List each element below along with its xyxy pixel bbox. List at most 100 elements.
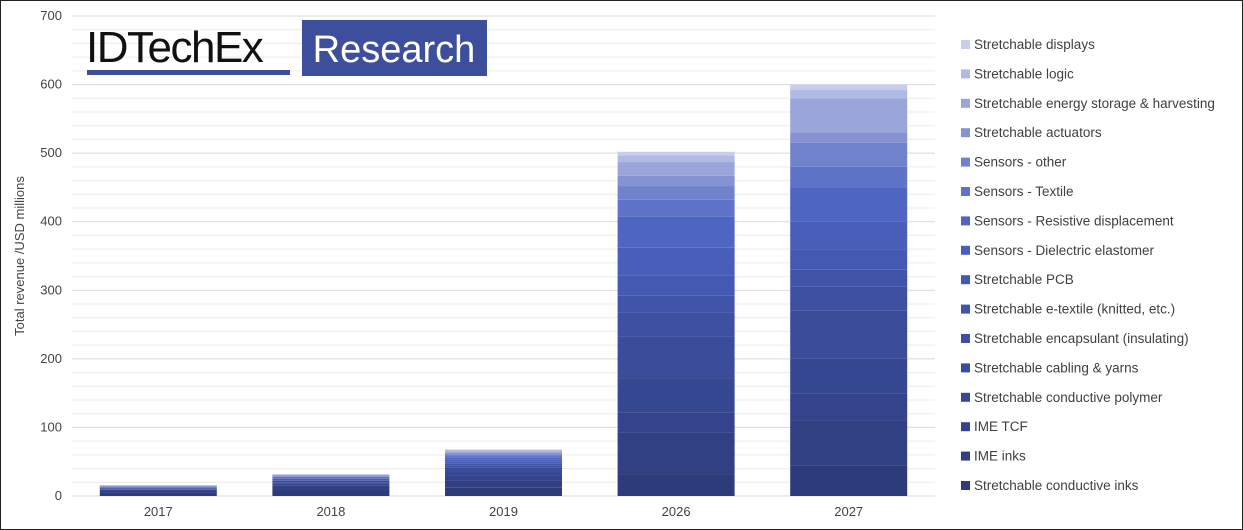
logo-underline bbox=[87, 70, 290, 75]
legend-label: Sensors - Dielectric elastomer bbox=[974, 243, 1155, 258]
bar-segment bbox=[272, 479, 390, 481]
bar-segment bbox=[790, 393, 908, 421]
y-tick-label: 700 bbox=[40, 8, 62, 23]
bar-segment bbox=[790, 310, 908, 359]
bar-segment bbox=[617, 216, 735, 248]
bar-segment bbox=[617, 295, 735, 313]
legend-swatch bbox=[961, 98, 970, 108]
bar-segment bbox=[445, 472, 562, 476]
legend-label: Stretchable actuators bbox=[974, 125, 1102, 140]
bar-segment bbox=[445, 455, 562, 458]
bar-segment bbox=[790, 187, 908, 222]
legend-swatch bbox=[961, 187, 970, 196]
bar-segment bbox=[790, 221, 908, 250]
legend-swatch bbox=[961, 451, 970, 461]
y-axis-ticks: 0 100 200 300 400 500 600 700 bbox=[40, 8, 62, 503]
bar-segment bbox=[790, 420, 908, 466]
bar-segment bbox=[790, 166, 908, 188]
bar-segment bbox=[617, 275, 735, 296]
bar-segment bbox=[617, 151, 735, 156]
bar-segment bbox=[617, 199, 735, 217]
legend-swatch bbox=[961, 216, 970, 226]
legend-label: Stretchable encapsulant (insulating) bbox=[974, 331, 1189, 346]
x-tick-label: 2018 bbox=[316, 504, 345, 519]
x-tick-label: 2017 bbox=[144, 504, 173, 519]
bar-segment bbox=[617, 155, 735, 163]
legend-swatch bbox=[961, 334, 970, 343]
legend-label: Stretchable displays bbox=[974, 37, 1095, 52]
bar-segment bbox=[272, 478, 390, 480]
idtechex-logo: IDTechEx Research bbox=[86, 20, 487, 76]
legend-label: Sensors - other bbox=[974, 155, 1067, 170]
bar-segment bbox=[617, 378, 735, 413]
bar-segment bbox=[790, 465, 908, 496]
bar-segment bbox=[790, 269, 908, 287]
bar-segment bbox=[99, 489, 217, 491]
legend-swatch bbox=[961, 422, 970, 432]
legend-label: Stretchable logic bbox=[974, 66, 1074, 81]
y-tick-label: 500 bbox=[40, 145, 62, 160]
bar-segment bbox=[617, 474, 735, 496]
bar-segment bbox=[272, 485, 390, 491]
bar-segment bbox=[445, 457, 562, 460]
bar-segment bbox=[272, 475, 390, 477]
y-tick-label: 600 bbox=[40, 77, 62, 92]
bar-segment bbox=[790, 90, 908, 99]
bar-segment bbox=[445, 450, 562, 452]
bar-segment bbox=[445, 449, 562, 451]
y-tick-label: 100 bbox=[40, 419, 62, 434]
y-tick-label: 200 bbox=[40, 351, 62, 366]
bar-segment bbox=[445, 452, 562, 455]
legend-label: IME inks bbox=[974, 449, 1026, 464]
legend-swatch bbox=[961, 69, 970, 79]
bar-segment bbox=[445, 475, 562, 481]
x-tick-label: 2027 bbox=[834, 504, 863, 519]
bar-segment bbox=[445, 454, 562, 456]
bar-segment bbox=[790, 132, 908, 143]
bar-segment bbox=[445, 463, 562, 466]
legend-swatch bbox=[961, 304, 970, 314]
bar-segment bbox=[445, 451, 562, 453]
y-tick-label: 400 bbox=[40, 214, 62, 229]
bar-segment bbox=[272, 480, 390, 483]
legend-label: Stretchable cabling & yarns bbox=[974, 360, 1139, 375]
bar-segment bbox=[617, 312, 735, 337]
bar-segment bbox=[99, 490, 217, 493]
legend-swatch bbox=[961, 40, 970, 49]
legend-label: Stretchable conductive polymer bbox=[974, 390, 1163, 405]
legend-label: Stretchable e-textile (knitted, etc.) bbox=[974, 302, 1175, 317]
legend: Stretchable displays Stretchable logic Str… bbox=[961, 37, 1215, 493]
bar-segment bbox=[272, 477, 390, 479]
bar-segment bbox=[272, 478, 390, 479]
bar-segment bbox=[790, 249, 908, 270]
bar-segment bbox=[790, 286, 908, 311]
bar-segment bbox=[99, 488, 217, 490]
legend-swatch bbox=[961, 157, 970, 167]
bar-segment bbox=[617, 412, 735, 433]
bar-segment bbox=[445, 461, 562, 464]
bar-segment bbox=[445, 459, 562, 462]
bar-segment bbox=[617, 432, 735, 475]
bar-segment bbox=[272, 483, 390, 486]
logo-box bbox=[302, 20, 487, 76]
y-tick-label: 0 bbox=[55, 488, 62, 503]
bar-segment bbox=[272, 474, 390, 476]
legend-label: Sensors - Textile bbox=[974, 184, 1074, 199]
bar-segment bbox=[617, 336, 735, 379]
x-tick-label: 2026 bbox=[662, 504, 691, 519]
legend-swatch bbox=[961, 275, 970, 285]
bar-segment bbox=[272, 480, 390, 481]
legend-label: Stretchable energy storage & harvesting bbox=[974, 96, 1215, 111]
bar-segment bbox=[790, 98, 908, 133]
bars bbox=[99, 84, 908, 496]
bar-segment bbox=[445, 487, 562, 496]
bar-segment bbox=[272, 482, 390, 484]
logo-right-text: Research bbox=[313, 29, 476, 71]
x-axis-ticks: 2017 2018 2019 2026 2027 bbox=[144, 504, 863, 519]
x-tick-label: 2019 bbox=[489, 504, 518, 519]
bar-segment bbox=[445, 465, 562, 468]
bar-segment bbox=[445, 467, 562, 472]
legend-swatch bbox=[961, 245, 970, 255]
bar-segment bbox=[790, 142, 908, 167]
